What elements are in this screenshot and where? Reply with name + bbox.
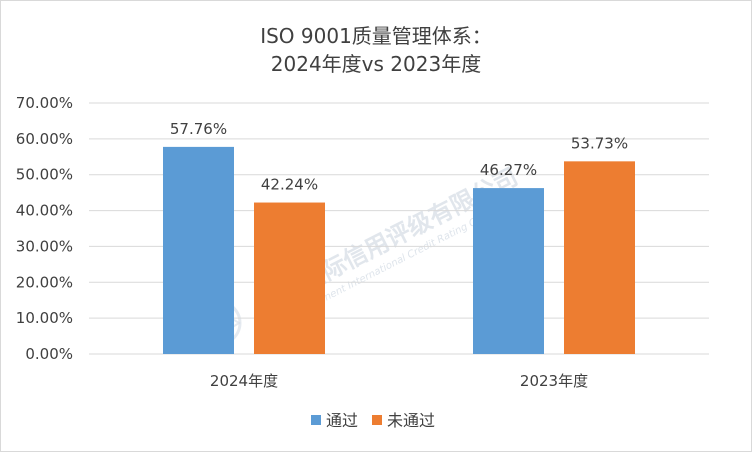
y-tick-label: 10.00% xyxy=(16,309,73,327)
x-tick-label: 2023年度 xyxy=(520,372,588,390)
legend-label: 未通过 xyxy=(387,411,435,430)
bar-pass-1 xyxy=(473,188,544,354)
data-label: 46.27% xyxy=(480,161,537,179)
data-label: 42.24% xyxy=(261,176,318,194)
bar-fail-1 xyxy=(564,161,635,354)
y-tick-label: 30.00% xyxy=(16,237,73,255)
y-tick-label: 40.00% xyxy=(16,202,73,220)
bar-pass-0 xyxy=(163,146,234,354)
legend: 通过 未通过 xyxy=(311,411,435,430)
x-axis-ticks: 2024年度 2023年度 xyxy=(210,372,588,390)
legend-swatch xyxy=(311,415,321,425)
bar-fail-0 xyxy=(254,202,325,354)
bars xyxy=(163,146,635,354)
legend-label: 通过 xyxy=(326,411,358,430)
data-labels: 57.76% 42.24% 46.27% 53.73% xyxy=(170,120,628,194)
x-tick-label: 2024年度 xyxy=(210,372,278,390)
y-tick-label: 70.00% xyxy=(16,94,73,112)
data-label: 57.76% xyxy=(170,120,227,138)
legend-swatch xyxy=(372,415,382,425)
y-tick-label: 60.00% xyxy=(16,130,73,148)
y-tick-label: 20.00% xyxy=(16,273,73,291)
chart-title-line-2: 2024年度vs 2023年度 xyxy=(271,52,481,76)
chart-title-line-1: ISO 9001质量管理体系： xyxy=(260,24,492,48)
y-tick-label: 50.00% xyxy=(16,166,73,184)
y-tick-label: 0.00% xyxy=(25,345,73,363)
y-axis-ticks: 0.00% 10.00% 20.00% 30.00% 40.00% 50.00% 60.00… xyxy=(16,94,73,363)
data-label: 53.73% xyxy=(571,134,628,152)
